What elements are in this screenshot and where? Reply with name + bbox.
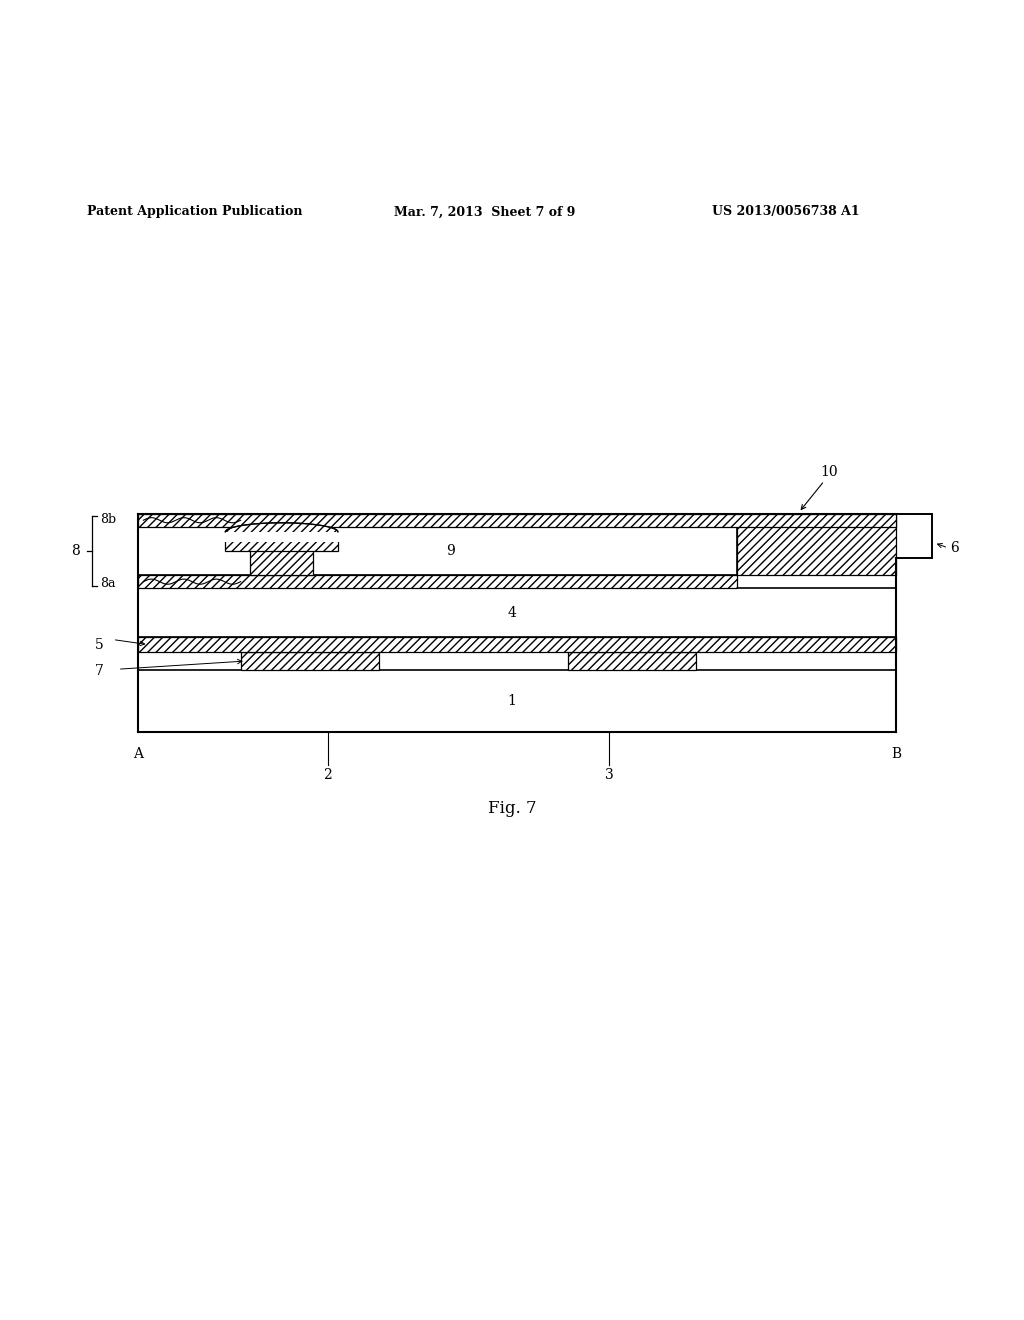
Text: 2: 2 <box>324 767 332 781</box>
Text: Fig. 7: Fig. 7 <box>487 800 537 817</box>
Bar <box>737 513 896 576</box>
Ellipse shape <box>225 523 338 541</box>
Text: US 2013/0056738 A1: US 2013/0056738 A1 <box>712 206 859 218</box>
Bar <box>225 532 338 552</box>
Bar <box>896 513 932 557</box>
Bar <box>568 652 696 671</box>
Text: 7: 7 <box>95 664 103 678</box>
Bar <box>250 549 313 576</box>
Bar <box>138 527 737 576</box>
Text: 8b: 8b <box>100 512 117 525</box>
Bar <box>138 638 896 652</box>
Text: Patent Application Publication: Patent Application Publication <box>87 206 302 218</box>
Text: 6: 6 <box>950 541 959 554</box>
Text: 5: 5 <box>95 638 103 652</box>
Bar <box>138 589 896 638</box>
Text: 8: 8 <box>71 544 80 558</box>
Text: 1: 1 <box>508 694 516 708</box>
Text: Mar. 7, 2013  Sheet 7 of 9: Mar. 7, 2013 Sheet 7 of 9 <box>394 206 575 218</box>
Bar <box>138 576 737 589</box>
Bar <box>223 532 340 543</box>
Bar <box>138 671 896 731</box>
Bar <box>241 652 379 671</box>
Bar <box>138 513 896 527</box>
Text: 8a: 8a <box>100 577 116 590</box>
Text: B: B <box>891 747 901 762</box>
Text: 10: 10 <box>820 465 839 479</box>
Text: 3: 3 <box>605 767 613 781</box>
Text: 9: 9 <box>446 544 455 558</box>
Text: 4: 4 <box>508 606 516 620</box>
Text: A: A <box>133 747 143 762</box>
